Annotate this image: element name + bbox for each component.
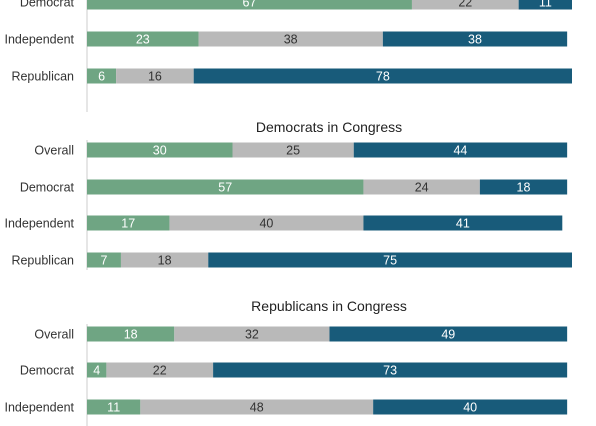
data-label-neutral: 24 (415, 181, 429, 195)
bar-segment-disapprove (213, 362, 568, 378)
data-label-approve: 23 (136, 33, 150, 47)
category-label: Democrat (20, 0, 75, 10)
bar-segment-disapprove (329, 326, 568, 342)
bar-segment-neutral (106, 362, 214, 378)
data-label-approve: 4 (93, 364, 100, 378)
bar-segment-neutral (120, 252, 209, 268)
data-label-neutral: 25 (286, 144, 300, 158)
bar-segment-neutral (198, 31, 383, 47)
bar-segment-neutral (116, 68, 194, 84)
data-label-disapprove: 75 (383, 254, 397, 268)
category-label: Republican (11, 254, 74, 268)
category-label: Democrat (20, 181, 75, 195)
bar-row-republican: Republican 6 16 78 (11, 68, 572, 84)
data-label-disapprove: 78 (376, 70, 390, 84)
data-label-neutral: 16 (148, 70, 162, 84)
data-label-disapprove: 49 (441, 328, 455, 342)
chart-panel-1: Democrat 67 22 11 Independent 23 38 38 Republica… (4, 0, 572, 112)
data-label-neutral: 32 (245, 328, 259, 342)
bar-segment-approve (87, 399, 141, 415)
category-label: Independent (4, 33, 74, 47)
chart-panel-2: Democrats in Congress Overall 30 25 44 Democr… (4, 119, 572, 270)
data-label-disapprove: 44 (453, 144, 467, 158)
data-label-approve: 57 (218, 181, 232, 195)
data-label-neutral: 38 (284, 33, 298, 47)
data-label-approve: 17 (121, 217, 135, 231)
panel-title: Democrats in Congress (256, 119, 402, 135)
bar-segment-neutral (140, 399, 374, 415)
data-label-approve: 67 (243, 0, 257, 10)
chart-panel-3: Republicans in Congress Overall 18 32 49 Demo… (4, 298, 568, 426)
data-label-disapprove: 73 (383, 364, 397, 378)
bar-segment-disapprove (353, 142, 568, 158)
data-label-neutral: 22 (153, 364, 167, 378)
bar-row-overall: Overall 18 32 49 (34, 326, 568, 342)
bar-segment-neutral (232, 142, 354, 158)
data-label-disapprove: 40 (463, 401, 477, 415)
bar-segment-approve (87, 68, 117, 84)
bar-row-independent: Independent 17 40 41 (4, 215, 563, 231)
bar-segment-neutral (174, 326, 330, 342)
bar-segment-approve (87, 179, 364, 195)
data-label-disapprove: 11 (539, 0, 552, 10)
bar-segment-disapprove (479, 179, 568, 195)
bar-segment-neutral (411, 0, 519, 10)
category-label: Overall (34, 144, 74, 158)
bar-row-overall: Overall 30 25 44 (34, 142, 568, 158)
category-label: Independent (4, 401, 74, 415)
data-label-disapprove: 38 (468, 33, 482, 47)
data-label-approve: 7 (100, 254, 107, 268)
data-label-disapprove: 41 (456, 217, 470, 231)
bar-segment-neutral (169, 215, 364, 231)
data-label-neutral: 40 (259, 217, 273, 231)
bar-segment-approve (87, 326, 175, 342)
bar-row-independent: Independent 11 48 40 (4, 399, 568, 415)
bar-segment-approve (87, 362, 107, 378)
data-label-disapprove: 18 (517, 181, 531, 195)
bar-segment-approve (87, 142, 233, 158)
category-label: Overall (34, 328, 74, 342)
bar-row-democrat: Democrat 4 22 73 (20, 362, 568, 378)
bar-segment-disapprove (363, 215, 563, 231)
bar-segment-disapprove (208, 252, 572, 268)
data-label-approve: 30 (153, 144, 167, 158)
bar-row-democrat: Democrat 67 22 11 (20, 0, 572, 10)
bar-segment-neutral (363, 179, 480, 195)
category-label: Republican (11, 70, 74, 84)
data-label-neutral: 22 (458, 0, 472, 10)
panel-title: Republicans in Congress (251, 298, 407, 314)
bar-segment-approve (87, 252, 121, 268)
bar-row-republican: Republican 7 18 75 (11, 252, 572, 268)
bar-segment-disapprove (193, 68, 572, 84)
data-label-neutral: 18 (158, 254, 172, 268)
bar-segment-approve (87, 215, 170, 231)
data-label-approve: 11 (107, 401, 120, 415)
data-label-neutral: 48 (250, 401, 264, 415)
bar-segment-disapprove (373, 399, 568, 415)
bar-segment-disapprove (382, 31, 568, 47)
bar-segment-approve (87, 0, 412, 10)
bar-row-democrat: Democrat 57 24 18 (20, 179, 568, 195)
bar-segment-disapprove (518, 0, 572, 10)
bar-row-independent: Independent 23 38 38 (4, 31, 568, 47)
category-label: Democrat (20, 364, 75, 378)
bar-segment-approve (87, 31, 199, 47)
category-label: Independent (4, 217, 74, 231)
data-label-approve: 18 (124, 328, 138, 342)
data-label-approve: 6 (98, 70, 105, 84)
